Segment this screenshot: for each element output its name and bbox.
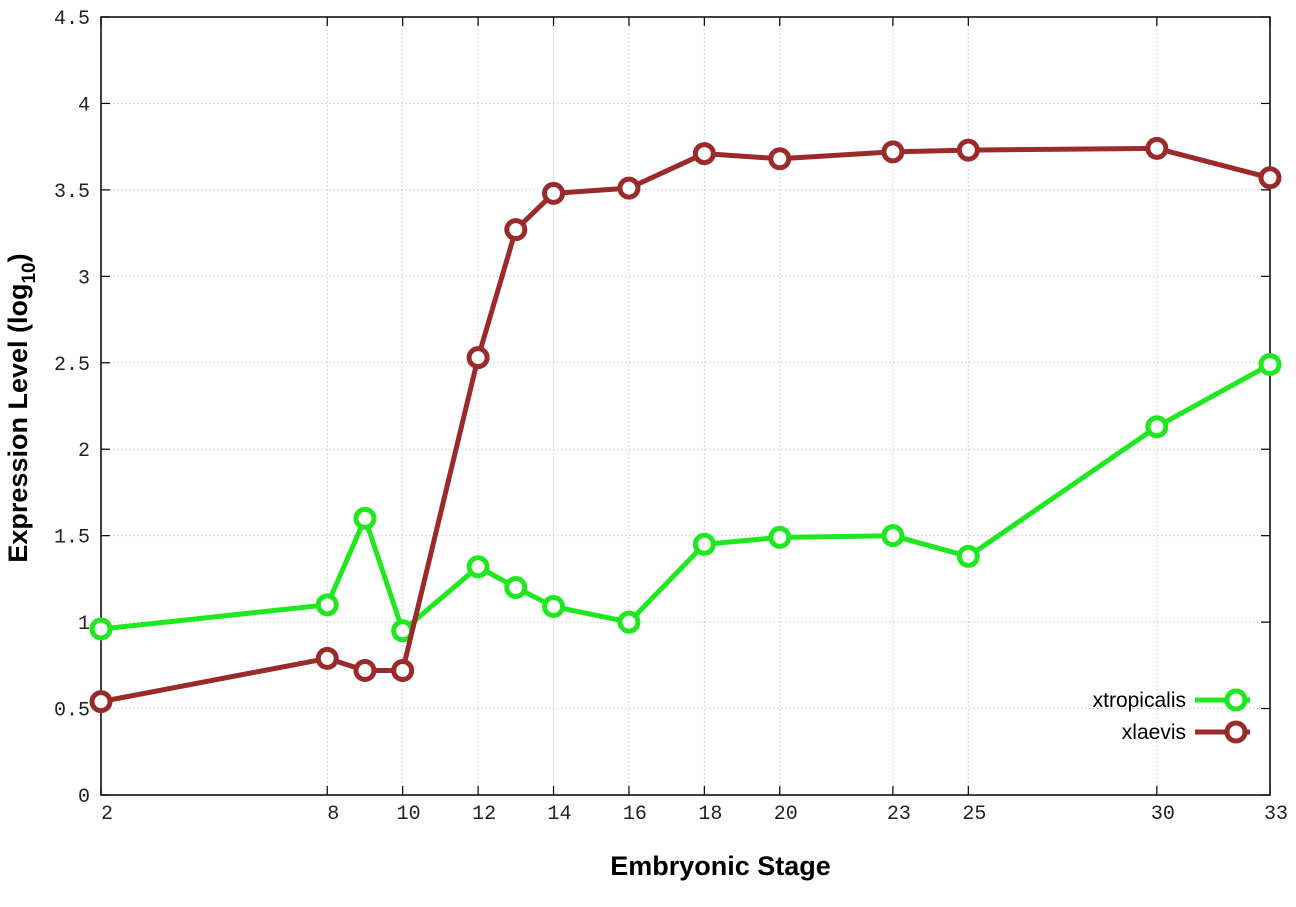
x-tick-label: 25: [962, 803, 986, 826]
x-tick-label: 10: [397, 803, 421, 826]
data-point-xtropicalis: [89, 617, 113, 641]
data-point-xtropicalis: [692, 532, 716, 556]
data-point-xtropicalis: [353, 506, 377, 530]
data-point-xtropicalis: [956, 544, 980, 568]
data-point-xlaevis: [391, 659, 415, 683]
y-tick-label: 3: [78, 267, 90, 290]
y-tick-label: 4: [78, 94, 90, 117]
data-point-xlaevis: [692, 142, 716, 166]
x-tick-label: 23: [887, 803, 911, 826]
data-point-xlaevis: [353, 659, 377, 683]
series-line-xtropicalis: [100, 362, 1272, 634]
data-point-xtropicalis: [768, 525, 792, 549]
data-point-xlaevis: [1145, 136, 1169, 160]
data-point-xtropicalis: [466, 555, 490, 579]
y-tick-label: 0.5: [54, 700, 90, 723]
legend-label-xtropicalis: xtropicalis: [1093, 689, 1186, 712]
x-tick-label: 33: [1264, 803, 1288, 826]
x-tick-label: 30: [1151, 803, 1175, 826]
data-point-xlaevis: [466, 346, 490, 370]
data-point-xtropicalis: [617, 610, 641, 634]
y-axis-title-main: Expression Level (log: [3, 284, 33, 563]
data-point-xtropicalis: [542, 595, 566, 619]
data-point-xlaevis: [956, 138, 980, 162]
data-point-xlaevis: [1258, 166, 1282, 190]
y-tick-label: 1: [78, 613, 90, 636]
data-point-xlaevis: [504, 218, 528, 242]
series-layer: [89, 136, 1282, 714]
y-tick-label: 3.5: [54, 181, 90, 204]
series-line-xlaevis: [100, 145, 1271, 705]
x-axis-title: Embryonic Stage: [610, 851, 831, 881]
x-tick-label: 20: [774, 803, 798, 826]
x-tick-label: 14: [548, 803, 572, 826]
data-point-xtropicalis: [881, 524, 905, 548]
data-point-xtropicalis: [1258, 353, 1282, 377]
axis-ticks: 0 0.5 1 1.5 2 2.5 3 3.5 4 4.5 2 8 10 12 14 16 18 20 23 25 30…: [54, 8, 1288, 826]
plot-frame: [100, 16, 1271, 796]
y-axis-title-suffix: ): [3, 253, 33, 262]
x-tick-label: 12: [472, 803, 496, 826]
series-xlaevis: [89, 136, 1282, 714]
data-point-xtropicalis: [1145, 415, 1169, 439]
legend-marker-xlaevis: [1224, 720, 1248, 744]
data-point-xtropicalis: [504, 576, 528, 600]
y-tick-label: 4.5: [54, 8, 90, 31]
y-axis-title-subscript: 10: [19, 262, 40, 283]
x-tick-label: 8: [327, 803, 339, 826]
y-tick-label: 0: [78, 786, 90, 809]
grid: [101, 17, 1270, 795]
legend-label-xlaevis: xlaevis: [1122, 721, 1186, 744]
x-tick-label: 18: [698, 803, 722, 826]
data-point-xlaevis: [617, 176, 641, 200]
y-tick-label: 1.5: [54, 527, 90, 550]
legend: xtropicalis xlaevis: [1093, 688, 1250, 744]
x-tick-label: 16: [623, 803, 647, 826]
series-xtropicalis: [89, 353, 1282, 643]
y-axis-title: Expression Level (log10): [3, 253, 40, 562]
y-tick-label: 2: [78, 440, 90, 463]
data-point-xlaevis: [768, 147, 792, 171]
data-point-xtropicalis: [315, 593, 339, 617]
data-point-xlaevis: [881, 140, 905, 164]
legend-marker-xtropicalis: [1224, 688, 1248, 712]
y-tick-label: 2.5: [54, 354, 90, 377]
x-tick-label: 2: [101, 803, 113, 826]
data-point-xlaevis: [315, 646, 339, 670]
data-point-xlaevis: [542, 181, 566, 205]
data-point-xlaevis: [89, 690, 113, 714]
